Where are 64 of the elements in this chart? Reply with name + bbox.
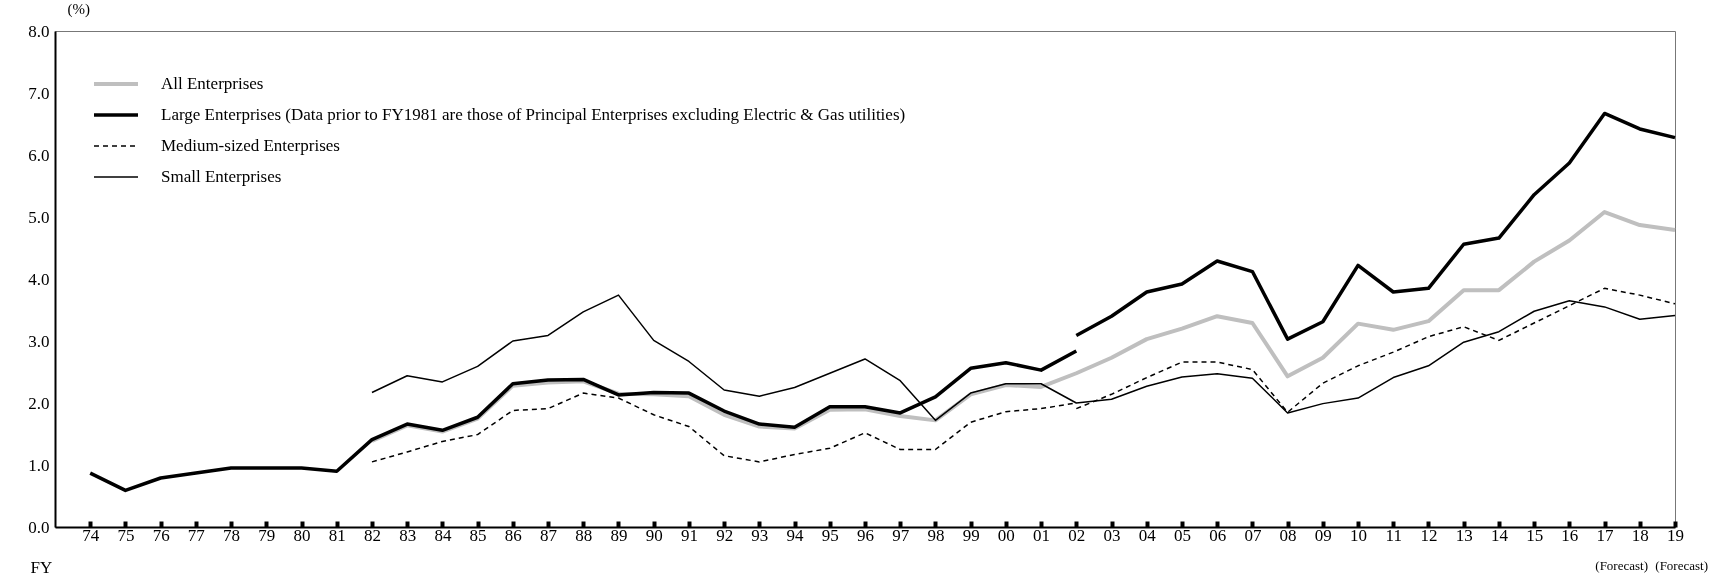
x-tick-label: 94 xyxy=(786,525,805,545)
x-tick-label: 82 xyxy=(363,525,381,545)
text: (Forecast) xyxy=(1595,558,1648,573)
x-tick-label: 95 xyxy=(821,525,839,545)
x-tick-label: 84 xyxy=(434,525,452,545)
x-tick-label: 99 xyxy=(962,525,980,545)
x-tick-label: 17 xyxy=(1596,525,1615,545)
x-tick-label: 96 xyxy=(857,525,874,545)
x-tick-label: 18 xyxy=(1631,525,1649,545)
y-tick-label: 3.0 xyxy=(28,331,50,351)
x-tick-label: 92 xyxy=(716,525,734,545)
y-tick-label: 0.0 xyxy=(28,517,50,537)
x-tick-label: 08 xyxy=(1279,525,1297,545)
x-tick-label: 12 xyxy=(1420,525,1438,545)
x-tick-label: 04 xyxy=(1138,525,1157,545)
x-tick-label: 07 xyxy=(1244,525,1262,545)
x-tick-label: 91 xyxy=(680,525,698,545)
x-tick-label: 75 xyxy=(117,525,135,545)
x-tick-label: 85 xyxy=(469,525,487,545)
legend-label: All Enterprises xyxy=(161,74,264,93)
x-tick-label: 81 xyxy=(328,525,346,545)
x-tick-label: 19 xyxy=(1667,525,1684,545)
x-tick-label: 02 xyxy=(1068,525,1086,545)
x-tick-label: 11 xyxy=(1385,525,1402,545)
x-tick-label: 05 xyxy=(1173,525,1191,545)
x-tick-label: 86 xyxy=(504,525,522,545)
text: (Forecast) xyxy=(1655,558,1708,573)
line-series xyxy=(1074,111,1677,341)
x-tick-label: 78 xyxy=(223,525,241,545)
x-tick-label: 87 xyxy=(540,525,558,545)
legend-label: Small Enterprises xyxy=(161,167,282,186)
legend-label: Large Enterprises (Data prior to FY1981 are those of Principal Enterprises excluding Electric & Gas utilities) xyxy=(161,105,906,124)
x-tick-label: 74 xyxy=(82,525,100,545)
x-tick-label: 14 xyxy=(1490,525,1509,545)
y-tick-label: 7.0 xyxy=(28,83,50,103)
x-tick-label: 93 xyxy=(751,525,769,545)
x-tick-label: 00 xyxy=(997,525,1015,545)
x-tick-label: 76 xyxy=(152,525,170,545)
x-tick-label: 88 xyxy=(575,525,593,545)
y-tick-label: 2.0 xyxy=(28,393,50,413)
x-tick-label: 90 xyxy=(645,525,663,545)
x-tick-label: 06 xyxy=(1209,525,1227,545)
y-tick-label: 1.0 xyxy=(28,455,50,475)
y-tick-label: 8.0 xyxy=(28,21,50,41)
x-tick-label: 03 xyxy=(1103,525,1121,545)
x-tick-label: 09 xyxy=(1314,525,1332,545)
x-tick-label: 83 xyxy=(399,525,417,545)
x-tick-label: 77 xyxy=(187,525,206,545)
x-tick-label: 89 xyxy=(610,525,628,545)
x-tick-label: 13 xyxy=(1455,525,1473,545)
y-tick-label: 6.0 xyxy=(28,145,50,165)
x-tick-label: 80 xyxy=(293,525,311,545)
y-tick-label: 4.0 xyxy=(28,269,50,289)
x-tick-label: 97 xyxy=(892,525,910,545)
x-tick-label: 16 xyxy=(1561,525,1579,545)
x-tick-label: 98 xyxy=(927,525,945,545)
y-tick-label: 5.0 xyxy=(28,207,50,227)
legend-label: Medium-sized Enterprises xyxy=(161,136,340,155)
x-tick-label: 10 xyxy=(1350,525,1368,545)
y-axis-title: (%) xyxy=(67,0,90,18)
x-tick-label: 01 xyxy=(1033,525,1051,545)
x-tick-label: 79 xyxy=(258,525,276,545)
x-axis-title: FY xyxy=(30,557,53,577)
x-tick-label: 15 xyxy=(1526,525,1544,545)
